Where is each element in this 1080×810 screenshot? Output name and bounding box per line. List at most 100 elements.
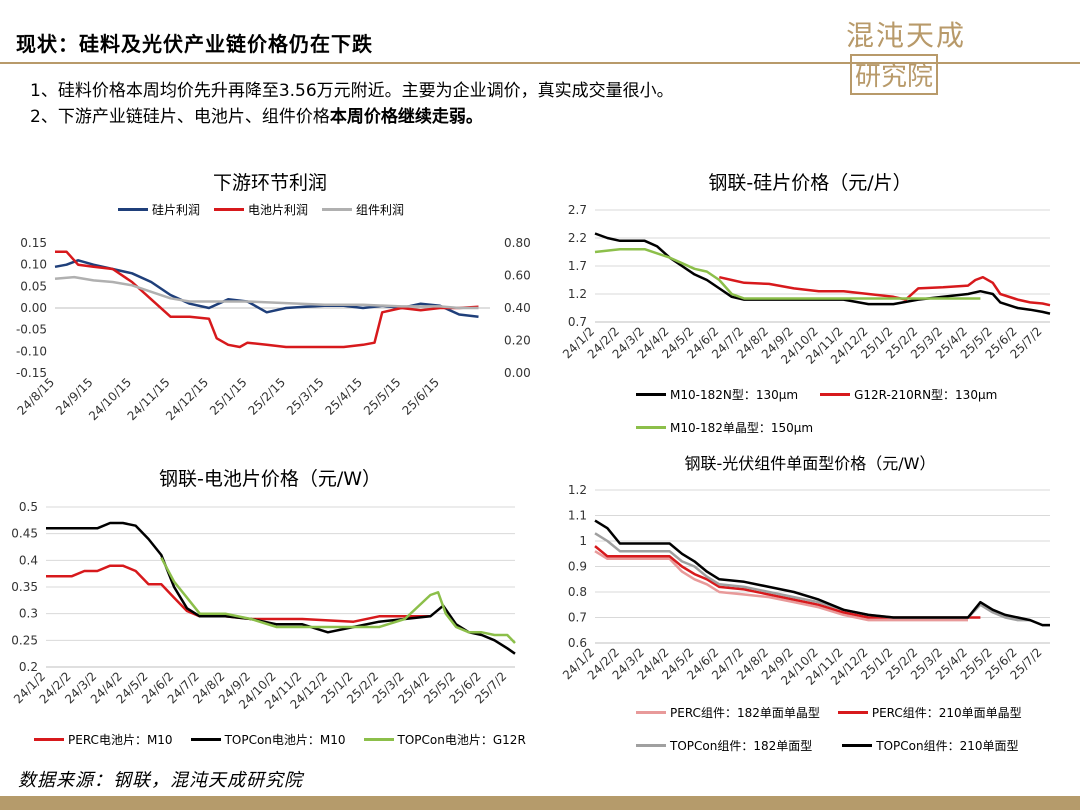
legend-cell: PERC电池片：M10 TOPCon电池片：M10 TOPCon电池片：G12R bbox=[34, 731, 526, 748]
legend-label: M10-182单晶型：150μm bbox=[670, 421, 814, 435]
y-tick-label: -0.15 bbox=[16, 366, 47, 380]
x-tick-label: 25/3/15 bbox=[284, 375, 327, 418]
y-tick-label: 0.5 bbox=[19, 500, 38, 514]
y-tick-label: -0.10 bbox=[16, 344, 47, 358]
legend-label: 组件利润 bbox=[356, 203, 405, 217]
y-tick-label: 0.2 bbox=[19, 660, 38, 674]
legend-swatch-1 bbox=[118, 208, 148, 211]
legend-module: PERC组件：182单面单晶型 PERC组件：210单面单晶型 TOPCon组件… bbox=[636, 704, 1046, 754]
x-tick-label: 24/12/15 bbox=[163, 375, 211, 423]
legend-swatch-1 bbox=[636, 711, 666, 714]
series-line bbox=[54, 275, 479, 310]
y-tick-label: 1.1 bbox=[568, 509, 587, 523]
chart-title-profit: 下游环节利润 bbox=[212, 172, 327, 194]
y-tick-label: 0.8 bbox=[568, 585, 587, 599]
legend-label: PERC组件：182单面单晶型 bbox=[670, 706, 820, 720]
chart-title-module: 钢联-光伏组件单面型价格（元/W） bbox=[684, 454, 936, 473]
y-tick-label: 0.4 bbox=[19, 553, 38, 567]
bullet-line-2-prefix: 2、下游产业链硅片、电池片、组件价格 bbox=[30, 107, 330, 127]
bullet-line-2: 2、下游产业链硅片、电池片、组件价格本周价格继续走弱。 bbox=[30, 104, 674, 130]
legend-swatch-3 bbox=[363, 738, 394, 741]
footer-bar bbox=[0, 796, 1080, 810]
y-tick-label: 0.00 bbox=[20, 301, 47, 315]
y-tick-label: 0.25 bbox=[11, 633, 38, 647]
y-tick-label: 0.45 bbox=[11, 527, 38, 541]
legend-swatch-1 bbox=[34, 738, 64, 741]
series-line bbox=[594, 550, 968, 622]
chart-module: 1.21.110.90.80.70.624/1/224/2/224/3/224/… bbox=[560, 483, 1050, 688]
x-tick-label: 25/4/15 bbox=[322, 375, 365, 418]
legend-label: TOPCon组件：182单面型 bbox=[670, 739, 813, 753]
x-tick-label: 24/8/15 bbox=[15, 375, 58, 418]
y-right-tick-label: 0.40 bbox=[504, 301, 531, 315]
series-line bbox=[160, 557, 516, 644]
y-tick-label: 0.7 bbox=[568, 315, 587, 329]
series-line bbox=[55, 250, 479, 349]
x-tick-label: 25/5/15 bbox=[361, 375, 404, 418]
logo-box: 研究院 bbox=[850, 54, 939, 95]
legend-swatch-4 bbox=[842, 744, 873, 747]
legend-label: M10-182N型：130μm bbox=[670, 388, 799, 402]
legend-swatch-2 bbox=[837, 711, 868, 714]
legend-label: 电池片利润 bbox=[248, 203, 309, 217]
legend-label: TOPCon组件：210单面型 bbox=[876, 739, 1019, 753]
y-tick-label: 0.15 bbox=[20, 236, 47, 250]
y-tick-label: 0.05 bbox=[20, 279, 47, 293]
chart-title-cell: 钢联-电池片价格（元/W） bbox=[158, 468, 382, 490]
legend-profit: 硅片利润 电池片利润 组件利润 bbox=[118, 201, 404, 218]
series-line bbox=[46, 564, 431, 623]
legend-label: TOPCon电池片：M10 bbox=[224, 733, 346, 747]
chart-profit: 0.15 0.10 0.05 0.00 -0.05 -0.10 -0.15 0.80 0.60 0… bbox=[15, 236, 531, 423]
y-tick-label: 0.35 bbox=[11, 580, 38, 594]
bullet-list: 1、硅料价格本周均价先升再降至3.56万元附近。主要为企业调价，真实成交量很小。… bbox=[30, 78, 674, 130]
bullet-line-2-bold: 本周价格继续走弱。 bbox=[329, 107, 483, 127]
y-tick-label: 1.2 bbox=[568, 483, 587, 497]
y-tick-label: 0.6 bbox=[568, 636, 587, 650]
x-tick-label: 25/1/15 bbox=[207, 375, 250, 418]
series-line bbox=[46, 521, 516, 655]
legend-label: PERC电池片：M10 bbox=[68, 733, 173, 747]
y-tick-label: 1.7 bbox=[568, 259, 587, 273]
legend-label: G12R-210RN型：130μm bbox=[854, 388, 998, 402]
x-tick-label: 25/2/15 bbox=[245, 375, 288, 418]
legend-wafer: M10-182N型：130μm G12R-210RN型：130μm M10-18… bbox=[636, 386, 1036, 436]
series-line bbox=[594, 247, 981, 300]
y-right-tick-label: 0.20 bbox=[504, 334, 531, 348]
logo: 混沌天成研究院 bbox=[846, 14, 1056, 95]
y-tick-label: 0.7 bbox=[568, 611, 587, 625]
legend-swatch-1 bbox=[636, 393, 666, 396]
header-rule bbox=[0, 62, 1080, 64]
legend-label: 硅片利润 bbox=[152, 203, 201, 217]
footer-source: 数据来源：钢联，混沌天成研究院 bbox=[18, 770, 303, 791]
legend-swatch-3 bbox=[636, 744, 666, 747]
y-tick-label: 0.3 bbox=[19, 607, 38, 621]
y-tick-label: 2.2 bbox=[568, 231, 587, 245]
legend-swatch-3 bbox=[636, 426, 666, 429]
chart-title-wafer: 钢联-硅片价格（元/片） bbox=[708, 172, 912, 194]
y-tick-label: 0.10 bbox=[20, 258, 47, 272]
logo-text: 混沌天成 bbox=[846, 19, 967, 52]
chart-wafer: 2.72.21.71.20.724/1/224/2/224/3/224/4/22… bbox=[560, 203, 1051, 367]
series-line bbox=[594, 532, 1050, 627]
series-line bbox=[594, 545, 981, 619]
y-tick-label: 2.7 bbox=[568, 203, 587, 217]
bullet-line-1: 1、硅料价格本周均价先升再降至3.56万元附近。主要为企业调价，真实成交量很小。 bbox=[30, 81, 674, 101]
y-tick-label: 1.2 bbox=[568, 287, 587, 301]
series-line bbox=[594, 232, 1051, 315]
legend-swatch-2 bbox=[820, 393, 851, 396]
legend-swatch-2 bbox=[214, 208, 245, 211]
legend-swatch-2 bbox=[190, 738, 221, 741]
y-right-tick-label: 0.60 bbox=[504, 269, 531, 283]
y-right-tick-label: 0.00 bbox=[504, 366, 531, 380]
legend-swatch-3 bbox=[322, 208, 353, 211]
series-line bbox=[594, 519, 1050, 627]
x-tick-label: 25/6/15 bbox=[399, 375, 442, 418]
y-right-tick-label: 0.80 bbox=[504, 236, 531, 250]
header-title: 现状：硅料及光伏产业链价格仍在下跌 bbox=[16, 32, 373, 56]
y-tick-label: 0.9 bbox=[568, 560, 587, 574]
chart-cell: 0.50.450.40.350.30.250.224/1/224/2/224/3… bbox=[11, 500, 516, 712]
y-tick-label: 1 bbox=[579, 534, 587, 548]
legend-label: PERC组件：210单面单晶型 bbox=[871, 706, 1022, 720]
legend-label: TOPCon电池片：G12R bbox=[397, 733, 526, 747]
series-line bbox=[719, 275, 1051, 307]
